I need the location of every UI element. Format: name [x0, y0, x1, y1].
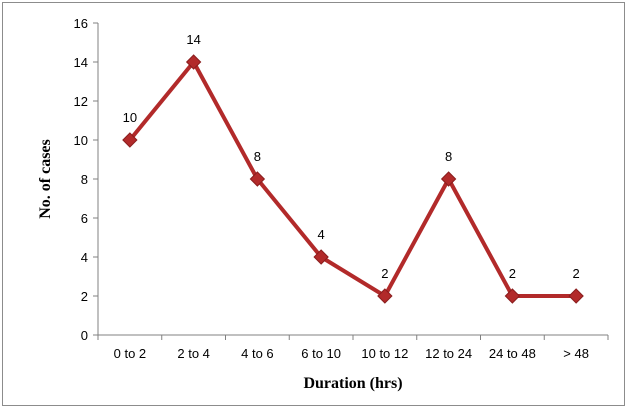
x-tick-label: 10 to 12 [361, 346, 408, 361]
y-tick-label: 6 [81, 211, 88, 226]
data-point-marker [377, 288, 393, 304]
y-tick-label: 8 [81, 172, 88, 187]
data-point-marker [249, 171, 266, 187]
x-axis-ticks: 0 to 2 2 to 4 4 to 6 6 to 10 10 to 12 12 to 2… [97, 335, 609, 361]
series-group [122, 54, 584, 304]
y-tick-label: 10 [74, 133, 88, 148]
x-tick-label: 12 to 24 [425, 346, 472, 361]
x-tick-label: 24 to 48 [489, 346, 536, 361]
x-tick-label: 0 to 2 [114, 346, 147, 361]
data-label: 2 [573, 266, 580, 281]
y-tick-label: 0 [81, 328, 88, 343]
data-label: 4 [318, 227, 325, 242]
x-tick-label: 2 to 4 [177, 346, 210, 361]
data-point-marker [185, 54, 202, 70]
chart-frame [2, 2, 625, 406]
y-axis-ticks: 0 2 4 6 8 10 12 14 16 [74, 16, 98, 343]
y-tick-label: 2 [81, 289, 88, 304]
x-axis-title: Duration (hrs) [303, 375, 402, 392]
data-point-marker [440, 171, 457, 187]
x-tick-label: 4 to 6 [241, 346, 274, 361]
y-tick-label: 12 [74, 94, 88, 109]
data-label: 2 [381, 266, 388, 281]
data-point-marker [122, 132, 138, 148]
data-point-marker [504, 288, 521, 304]
x-tick-label: > 48 [563, 346, 589, 361]
data-label: 8 [445, 149, 452, 164]
data-labels: 10 14 8 4 2 8 2 2 [123, 32, 580, 281]
data-label: 2 [509, 266, 516, 281]
x-tick-label: 6 to 10 [301, 346, 341, 361]
y-tick-label: 16 [74, 16, 88, 31]
data-label: 10 [123, 110, 137, 125]
y-tick-label: 4 [81, 250, 88, 265]
series-line [128, 60, 577, 298]
data-point-marker [313, 249, 329, 265]
y-axis-title: No. of cases [37, 139, 54, 219]
data-point-marker [568, 288, 584, 304]
data-label: 14 [186, 32, 200, 47]
y-tick-label: 14 [74, 55, 88, 70]
data-label: 8 [254, 149, 261, 164]
